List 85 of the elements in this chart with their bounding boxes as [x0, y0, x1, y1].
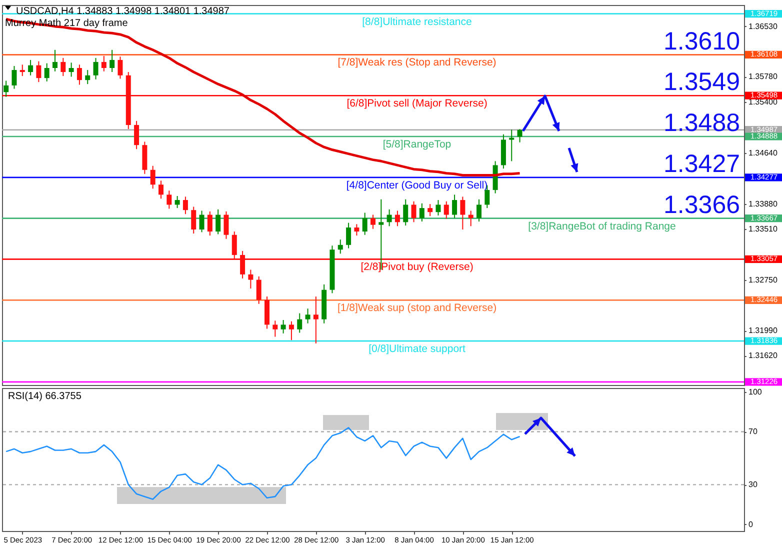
candlestick	[240, 250, 246, 279]
candlestick	[85, 70, 90, 85]
candlestick	[182, 196, 188, 215]
candlestick	[403, 198, 408, 226]
annotation: 1.3488	[664, 109, 740, 138]
candlestick	[256, 276, 262, 304]
candlestick	[232, 231, 237, 260]
candlestick	[288, 320, 294, 341]
ref-line-label: [1/8]Weak sup (stop and Reverse)	[337, 302, 497, 314]
candlestick	[44, 62, 50, 82]
candlestick	[272, 320, 278, 338]
candlestick	[158, 180, 164, 200]
ref-line-label: [2/8]Pivot buy (Reverse)	[360, 261, 474, 274]
candlestick	[436, 200, 441, 216]
y-tick-label: 1.31990	[748, 326, 778, 336]
candlestick	[419, 202, 424, 222]
candlestick	[28, 59, 34, 76]
y-tick-label: 1.35400	[748, 98, 778, 107]
candlestick	[280, 319, 286, 334]
candlestick	[199, 210, 204, 233]
candlestick	[20, 64, 25, 77]
candlestick	[101, 55, 106, 72]
y-tick-label: 1.34640	[748, 148, 778, 158]
y-tick-label: 1.36530	[748, 22, 778, 31]
candlestick	[411, 200, 416, 223]
candlestick	[346, 222, 352, 249]
annotation: 1.3610	[664, 27, 740, 56]
candlestick	[191, 206, 196, 234]
line-series	[5, 427, 520, 500]
candlestick	[476, 198, 482, 222]
annotation: 1.3427	[664, 150, 740, 178]
annotation: 1.3366	[664, 190, 740, 219]
chart-title: RSI(14) 66.3755	[8, 391, 82, 402]
candlestick	[93, 57, 98, 80]
candlestick	[452, 194, 458, 219]
candlestick	[394, 210, 400, 227]
candlestick	[509, 129, 514, 162]
candlestick	[52, 49, 58, 72]
ref-line-label: [5/8]RangeTop	[382, 138, 452, 150]
candlestick	[110, 49, 115, 73]
candlestick	[444, 200, 449, 220]
candlestick	[428, 204, 433, 217]
annotation: 1.3549	[664, 68, 740, 96]
y-tick-label: 1.33510	[748, 224, 778, 234]
ref-line-label: [7/8]Weak res (Stop and Reverse)	[338, 56, 496, 69]
y-tick-label: 1.35780	[748, 72, 778, 82]
y-tick-label: 70	[748, 427, 758, 436]
candlestick	[224, 210, 229, 240]
candlestick	[354, 224, 360, 236]
candlestick	[150, 165, 156, 190]
ref-line-label: [8/8]Ultimate resistance	[362, 16, 472, 28]
candlestick	[305, 308, 310, 324]
candlestick	[362, 212, 368, 236]
candlestick	[460, 196, 466, 230]
candlestick	[76, 64, 82, 86]
candlestick	[468, 210, 474, 227]
candlestick	[216, 208, 221, 235]
candlestick	[174, 196, 180, 209]
candlestick	[60, 57, 66, 77]
candlestick	[313, 296, 318, 344]
line-series	[4, 18, 522, 176]
candlestick	[386, 208, 392, 227]
candlestick	[134, 120, 140, 150]
y-tick-label: 0	[748, 520, 754, 529]
y-tick-label: 1.32750	[748, 275, 778, 284]
candlestick	[36, 60, 42, 83]
candlestick	[207, 210, 212, 236]
candlestick	[166, 190, 172, 210]
ref-line-label: [0/8]Ultimate support	[368, 343, 466, 356]
y-tick-label: 1.33880	[748, 200, 778, 209]
y-tick-label: 100	[748, 387, 762, 396]
candlestick	[370, 214, 376, 230]
ref-line-label: [4/8]Center (Good Buy or Sell)	[346, 179, 488, 192]
candlestick	[12, 65, 17, 90]
candlestick	[297, 312, 302, 334]
candlestick	[248, 269, 254, 289]
candlestick	[4, 80, 9, 98]
y-tick-label: 1.31620	[748, 351, 778, 360]
candlestick	[118, 56, 123, 80]
y-tick-label: 30	[748, 480, 758, 490]
ref-line-label: [6/8]Pivot sell (Major Reverse)	[346, 98, 488, 110]
ref-line-label: [3/8]RangeBot of trading Range	[528, 220, 676, 232]
candlestick	[68, 62, 74, 78]
candlestick	[338, 239, 343, 254]
candlestick	[517, 128, 522, 143]
